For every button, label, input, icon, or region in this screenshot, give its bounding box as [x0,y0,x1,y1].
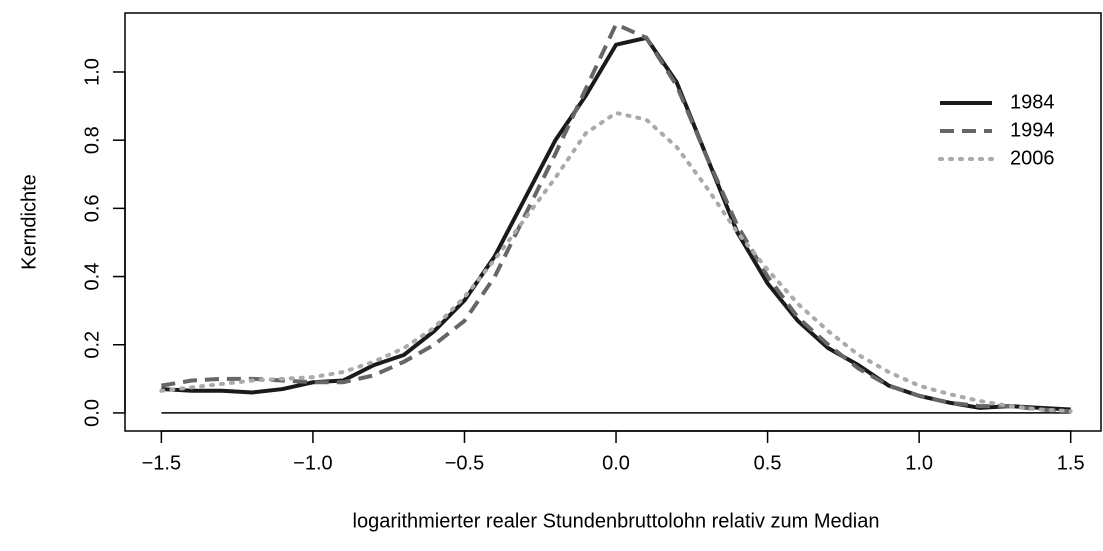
x-axis-label: logarithmierter realer Stundenbruttolohn… [353,510,880,532]
x-tick-label: −1.0 [293,452,332,474]
y-tick-label: 0.8 [81,126,103,154]
x-tick-label: 0.0 [602,452,630,474]
y-tick-label: 0.6 [81,194,103,222]
series-line [161,21,1071,414]
series-line [159,110,1073,414]
y-tick-label: 1.0 [81,58,103,86]
x-tick-label: 0.5 [754,452,782,474]
y-axis-label: Kerndichte [18,174,40,270]
x-tick-label: 1.5 [1057,452,1085,474]
plot-box [124,12,1102,432]
series-line [161,35,1071,412]
legend-label: 2006 [1010,147,1055,169]
x-tick-label: −1.5 [142,452,181,474]
y-tick-label: 0.4 [81,263,103,291]
legend-label: 1984 [1010,91,1055,113]
x-tick-label: 1.0 [905,452,933,474]
legend-label: 1994 [1010,119,1055,141]
y-tick-label: 0.2 [81,331,103,359]
x-tick-label: −0.5 [445,452,484,474]
y-tick-label: 0.0 [81,399,103,427]
